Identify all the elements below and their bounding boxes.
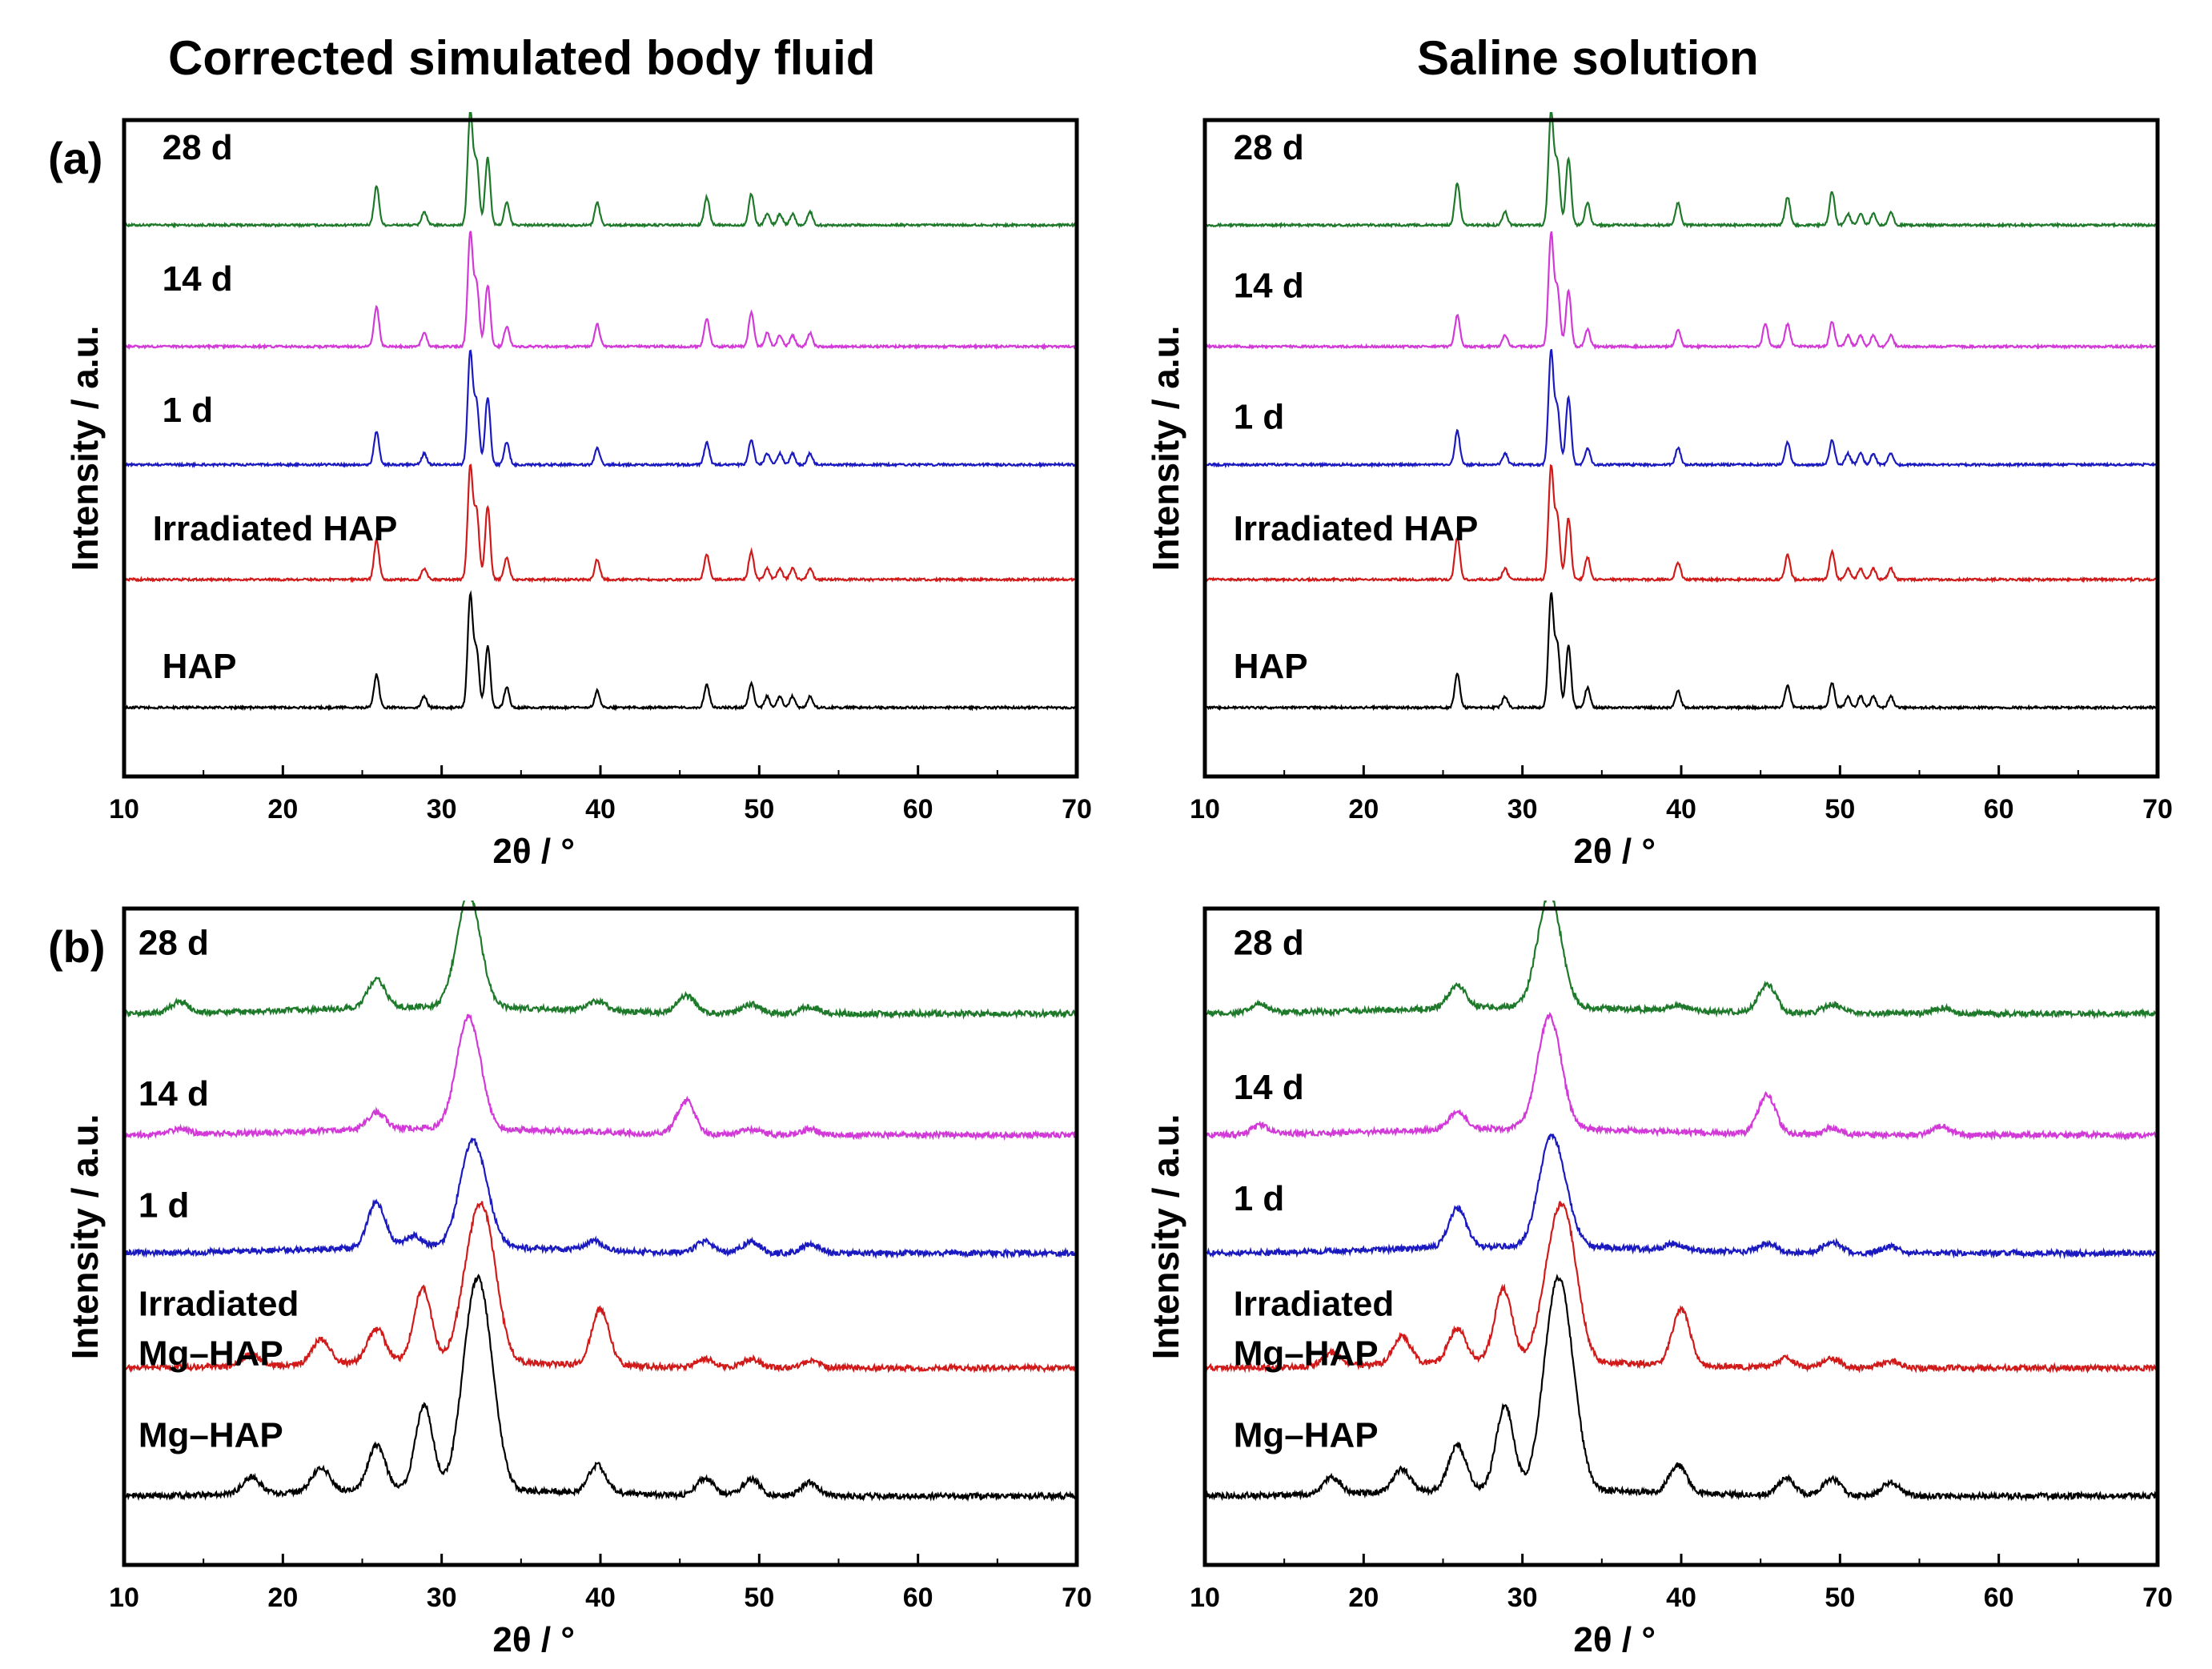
series-line-28-d <box>123 112 1077 230</box>
y-axis-label: Intensity / a.u. <box>1145 326 1186 572</box>
series-line-14-d <box>123 231 1078 351</box>
x-tick-label: 40 <box>585 794 616 824</box>
series-label-28-d: 28 d <box>1234 128 1304 167</box>
column-title-sbf: Corrected simulated body fluid <box>168 31 876 85</box>
series-label-irradiated-mg-hap: Mg–HAP <box>139 1334 283 1373</box>
series-label-irradiated-hap: Irradiated HAP <box>1234 509 1479 548</box>
series-line-irradiated-mg-hap <box>122 1201 1078 1374</box>
x-tick-label: 10 <box>109 1583 139 1613</box>
x-tick-label: 30 <box>1507 1583 1538 1613</box>
x-axis-label: 2θ / ° <box>492 1620 575 1659</box>
xrd-chart-a-saline: 28 d 14 d 1 d Irradiated HAP HAP 10 20 30 40 50 60… <box>1145 112 2173 871</box>
x-tick-label: 50 <box>744 1583 774 1613</box>
series-label-1-d: 1 d <box>139 1186 190 1225</box>
xrd-chart-b-saline: 28 d 14 d 1 d Irradiated Mg–HAP Mg–HAP 10 20 30 4… <box>1145 901 2173 1659</box>
series-label-mg-hap: Mg–HAP <box>139 1415 283 1454</box>
x-axis-label: 2θ / ° <box>1573 832 1656 871</box>
x-tick-label: 30 <box>1507 794 1538 824</box>
series-line-irradiated-mg-hap <box>1204 1201 2158 1374</box>
series-label-irradiated-hap: Irradiated HAP <box>153 509 398 548</box>
x-tick-label: 30 <box>427 794 457 824</box>
series-label-1-d: 1 d <box>163 391 214 430</box>
x-tick-label: 70 <box>1062 794 1092 824</box>
series-line-28-d <box>122 901 1078 1020</box>
x-tick-label: 70 <box>1062 1583 1092 1613</box>
x-axis-label: 2θ / ° <box>492 832 575 871</box>
series-line-1-d <box>123 1137 1078 1260</box>
x-tick-label: 70 <box>2142 794 2173 824</box>
series-line-hap <box>1204 592 2158 712</box>
series-line-1-d <box>123 349 1078 469</box>
series-label-14-d: 14 d <box>1234 266 1304 305</box>
series-label-14-d: 14 d <box>1234 1068 1304 1107</box>
x-tick-label: 50 <box>1825 1583 1855 1613</box>
series-line-irradiated-hap <box>123 463 1078 584</box>
series-line-hap <box>123 590 1078 712</box>
series-label-28-d: 28 d <box>1234 923 1304 962</box>
series-label-14-d: 14 d <box>139 1074 209 1113</box>
series-line-28-d <box>1204 112 2158 229</box>
x-axis-label: 2θ / ° <box>1573 1620 1656 1659</box>
series-label-hap: HAP <box>1234 647 1308 686</box>
series-line-14-d <box>1204 231 2158 351</box>
xrd-chart-b-sbf: 28 d 14 d 1 d Irradiated Mg–HAP Mg–HAP 10 20 30 4… <box>64 901 1092 1659</box>
x-tick-label: 60 <box>1984 794 2014 824</box>
series-line-irradiated-hap <box>1204 463 2158 584</box>
x-tick-label: 10 <box>1190 794 1220 824</box>
series-line-mg-hap <box>123 1274 1078 1503</box>
x-tick-label: 30 <box>427 1583 457 1613</box>
x-tick-label: 40 <box>1666 794 1696 824</box>
x-tick-label: 50 <box>744 794 774 824</box>
series-label-14-d: 14 d <box>163 259 233 299</box>
series-label-irradiated-mg-hap: Irradiated <box>1234 1284 1395 1323</box>
xrd-chart-a-sbf: 28 d 14 d 1 d Irradiated HAP HAP 10 20 30 40 50 60… <box>64 112 1092 871</box>
series-line-1-d <box>1204 349 2158 469</box>
x-tick-label: 20 <box>1348 794 1379 824</box>
series-label-28-d: 28 d <box>139 923 209 962</box>
series-line-28-d <box>1203 901 2158 1020</box>
x-tick-label: 60 <box>1984 1583 2014 1613</box>
panel-label-a: (a) <box>48 133 103 183</box>
series-label-1-d: 1 d <box>1234 397 1285 436</box>
x-tick-label: 40 <box>1666 1583 1696 1613</box>
plot-frame <box>122 118 1079 779</box>
y-axis-label: Intensity / a.u. <box>1145 1114 1186 1360</box>
x-tick-label: 10 <box>109 794 139 824</box>
series-label-irradiated-mg-hap: Mg–HAP <box>1234 1334 1379 1373</box>
panel-label-b: (b) <box>48 921 106 972</box>
x-tick-label: 60 <box>903 794 933 824</box>
y-axis-label: Intensity / a.u. <box>64 326 106 572</box>
series-line-1-d <box>1204 1133 2158 1260</box>
x-tick-label: 20 <box>1348 1583 1379 1613</box>
series-line-mg-hap <box>1203 1274 2158 1503</box>
series-label-28-d: 28 d <box>163 128 233 167</box>
series-line-14-d <box>1203 1011 2158 1141</box>
series-label-mg-hap: Mg–HAP <box>1234 1415 1379 1454</box>
y-axis-label: Intensity / a.u. <box>64 1114 106 1360</box>
x-tick-label: 60 <box>903 1583 933 1613</box>
x-tick-label: 50 <box>1825 794 1855 824</box>
x-tick-label: 70 <box>2142 1583 2173 1613</box>
series-label-hap: HAP <box>163 647 237 686</box>
column-title-saline: Saline solution <box>1417 31 1759 85</box>
x-tick-label: 20 <box>267 794 298 824</box>
series-label-irradiated-mg-hap: Irradiated <box>139 1284 299 1323</box>
series-line-14-d <box>123 1013 1078 1141</box>
x-tick-label: 20 <box>267 1583 298 1613</box>
x-tick-label: 10 <box>1190 1583 1220 1613</box>
x-tick-label: 40 <box>585 1583 616 1613</box>
series-label-1-d: 1 d <box>1234 1179 1285 1218</box>
